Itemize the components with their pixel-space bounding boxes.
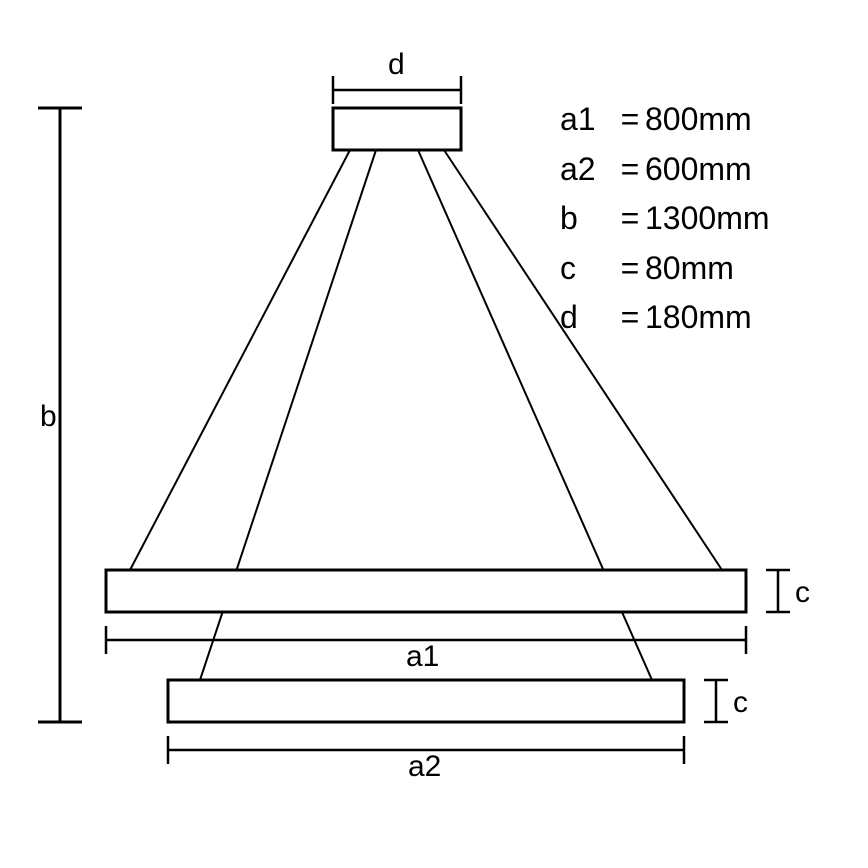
dim-letter-a2: a2	[408, 750, 441, 784]
dim-letter-a1: a1	[406, 640, 439, 674]
diagram-canvas: d b a1 a2 c c a1=800mma2=600mmb=1300mmc=…	[0, 0, 868, 868]
legend-row-c: c=80mm	[560, 244, 770, 294]
legend-row-a1: a1=800mm	[560, 95, 770, 145]
dim-letter-b: b	[40, 400, 57, 434]
dim-letter-c-upper: c	[795, 576, 810, 610]
legend-row-b: b=1300mm	[560, 194, 770, 244]
legend-row-d: d=180mm	[560, 293, 770, 343]
dim-letter-d: d	[388, 48, 405, 82]
dim-letter-c-lower: c	[733, 686, 748, 720]
legend-row-a2: a2=600mm	[560, 145, 770, 195]
dimension-legend: a1=800mma2=600mmb=1300mmc=80mmd=180mm	[560, 95, 770, 343]
